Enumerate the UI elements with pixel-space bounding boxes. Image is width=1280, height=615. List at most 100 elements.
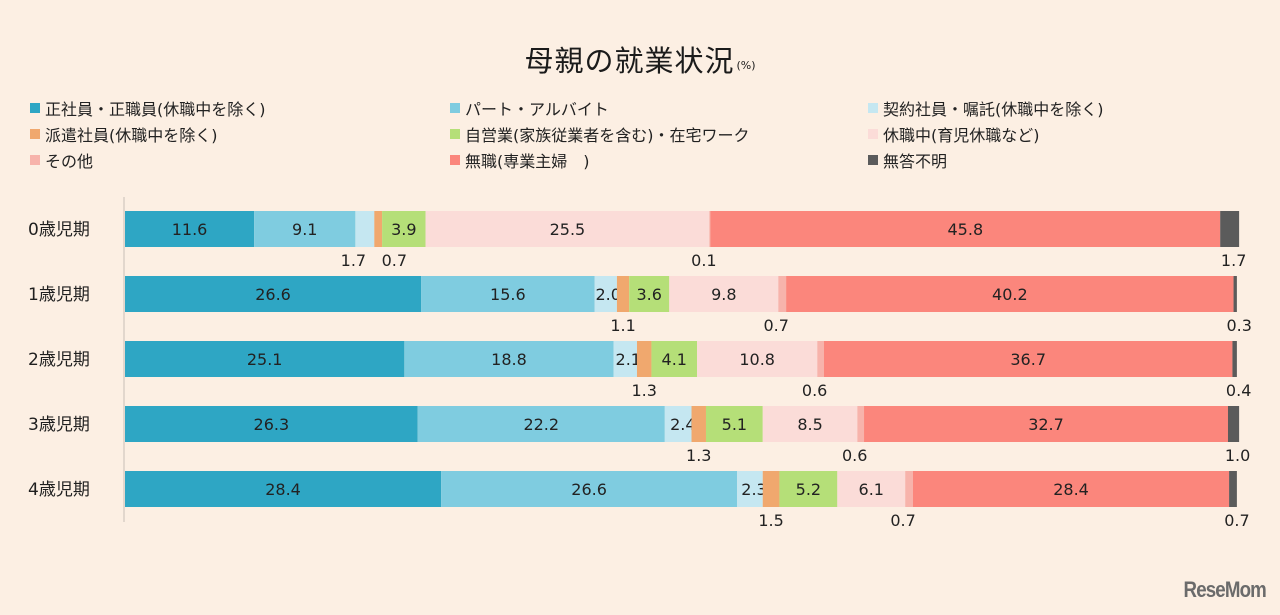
bar-segment [417, 406, 665, 442]
legend-label: 無答不明 [883, 152, 948, 171]
legend-item: 無職(専業主婦 ) [450, 148, 590, 172]
bar-segment [905, 471, 914, 507]
bar-segment [837, 471, 906, 507]
data-label: 2.1 [616, 350, 641, 369]
legend-label: 休職中(育児休職など) [883, 126, 1040, 145]
data-label: 4.1 [662, 350, 687, 369]
bar-segment [651, 341, 698, 377]
bar-segment [1233, 276, 1237, 312]
bar-segment [779, 471, 838, 507]
bar-segment [669, 276, 779, 312]
bar-segment [594, 276, 617, 312]
data-label: 40.2 [992, 285, 1028, 304]
legend-swatch [450, 129, 460, 139]
data-label: 0.1 [691, 251, 716, 270]
data-label: 25.1 [247, 350, 283, 369]
legend-label: 派遣社員(休職中を除く) [45, 126, 218, 145]
data-label: 15.6 [490, 285, 526, 304]
bar-segment [778, 276, 787, 312]
data-label: 26.6 [255, 285, 291, 304]
bar-segment [1227, 406, 1240, 442]
bar-segment [737, 471, 763, 507]
data-label: 5.1 [722, 415, 747, 434]
legend-swatch [450, 155, 460, 165]
bar-segment [709, 211, 711, 247]
legend-label: 無職(専業主婦 ) [465, 152, 590, 171]
data-label: 0.7 [763, 316, 788, 335]
data-label: 1.7 [341, 251, 366, 270]
data-label: 9.1 [292, 220, 317, 239]
legend-label: 自営業(家族従業者を含む)・在宅ワーク [465, 126, 750, 145]
data-label: 6.1 [859, 480, 884, 499]
category-label: 4歳児期 [28, 480, 90, 500]
legend-label: パート・アルバイト [465, 100, 609, 119]
bar-segment [864, 406, 1228, 442]
data-label: 25.5 [550, 220, 586, 239]
data-label: 2.0 [595, 285, 620, 304]
bar-segment [425, 211, 710, 247]
data-label: 2.3 [741, 480, 766, 499]
data-label: 28.4 [265, 480, 301, 499]
data-label: 0.3 [1226, 316, 1251, 335]
bar-segment [441, 471, 738, 507]
data-label: 2.4 [670, 415, 695, 434]
bar-segment [762, 406, 858, 442]
legend-item: 自営業(家族従業者を含む)・在宅ワーク [450, 122, 750, 146]
legend-item: 休職中(育児休職など) [868, 122, 1040, 146]
chart-title-text: 母親の就業状況 [524, 44, 735, 78]
bar-segment [913, 471, 1230, 507]
bar-segment [404, 341, 614, 377]
data-label: 8.5 [797, 415, 822, 434]
data-label: 26.6 [571, 480, 607, 499]
bar-segment [762, 471, 780, 507]
bar-segment [125, 211, 255, 247]
legend-item: 契約社員・嘱託(休職中を除く) [868, 96, 1104, 120]
category-label: 2歳児期 [28, 350, 90, 370]
data-label: 0.7 [382, 251, 407, 270]
bar-segment [254, 211, 356, 247]
bar-segment [691, 406, 706, 442]
category-label: 3歳児期 [28, 415, 90, 435]
legend-label: その他 [45, 152, 94, 171]
category-label: 0歳児期 [28, 220, 90, 240]
bar-segment [616, 276, 630, 312]
bar-segment [1220, 211, 1240, 247]
category-label: 1歳児期 [28, 285, 90, 305]
bar-segment [1229, 471, 1237, 507]
bar-segment [664, 406, 692, 442]
legend-item: 派遣社員(休職中を除く) [30, 122, 218, 146]
data-label: 0.7 [890, 511, 915, 530]
legend-swatch [30, 155, 40, 165]
data-label: 45.8 [948, 220, 984, 239]
bar-segment [697, 341, 818, 377]
legend-item: パート・アルバイト [450, 96, 609, 120]
data-label: 0.4 [1226, 381, 1251, 400]
bar-segment [421, 276, 595, 312]
chart-title: 母親の就業状況 (%) [0, 38, 1280, 80]
chart-title-unit: (%) [736, 59, 756, 72]
legend-label: 正社員・正職員(休職中を除く) [45, 100, 266, 119]
data-label: 0.6 [842, 446, 867, 465]
data-label: 28.4 [1053, 480, 1089, 499]
data-label: 32.7 [1028, 415, 1064, 434]
data-label: 9.8 [711, 285, 736, 304]
bar-segment [857, 406, 865, 442]
data-label: 3.6 [636, 285, 661, 304]
data-label: 26.3 [254, 415, 290, 434]
bar-segment [374, 211, 383, 247]
bar-segment [125, 471, 442, 507]
data-label: 22.2 [523, 415, 559, 434]
bar-segment [125, 276, 422, 312]
bar-segment [355, 211, 375, 247]
legend-swatch [450, 103, 460, 113]
data-label: 18.8 [491, 350, 527, 369]
bar-segment [629, 276, 670, 312]
data-label: 1.5 [758, 511, 783, 530]
bar-segment [817, 341, 824, 377]
bar-segment [710, 211, 1221, 247]
bar-segment [823, 341, 1233, 377]
legend-item: その他 [30, 148, 93, 172]
bar-segment [613, 341, 637, 377]
legend-swatch [30, 103, 40, 113]
